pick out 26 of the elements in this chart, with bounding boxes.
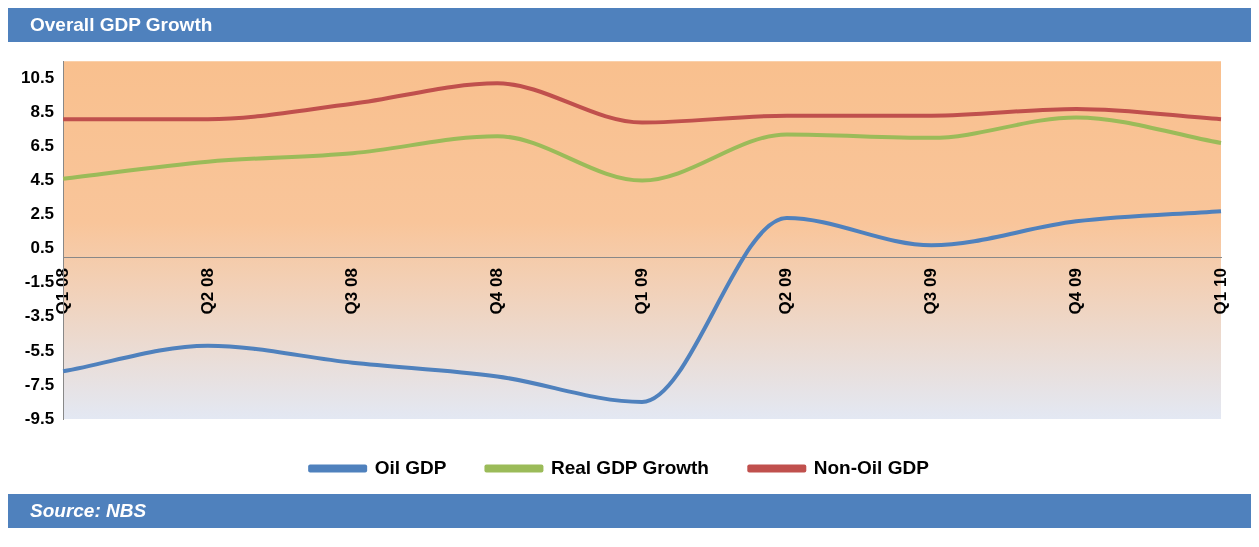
legend-label: Oil GDP [374,456,447,478]
line-series [61,81,1223,125]
y-tick-label: 0.5 [30,238,55,258]
y-tick-label: -5.5 [24,340,55,360]
x-tick-label: Q3 09 [921,268,941,315]
x-tick-label: Q2 09 [776,268,796,315]
y-tick-label: 4.5 [30,170,55,190]
x-tick-label: Q4 08 [486,268,506,315]
y-tick-label: 8.5 [30,102,55,121]
y-tick-label: 6.5 [30,136,55,156]
line-series [61,115,1223,183]
y-tick-label: 2.5 [30,204,55,224]
x-tick-label: Q2 08 [197,268,217,315]
x-tick-label: Q1 09 [631,268,651,315]
y-tick-label: -1.5 [24,272,55,292]
y-tick-label: -9.5 [24,408,55,428]
y-tick-label: -3.5 [24,306,55,326]
legend-label: Real GDP Growth [550,456,709,478]
source-note: Source: NBS [8,494,1251,528]
y-tick-label: 10.5 [20,67,55,87]
legend-label: Non-Oil GDP [813,456,930,478]
x-tick-label: Q1 10 [1210,268,1230,315]
x-tick-label: Q4 09 [1065,268,1085,315]
x-tick-label: Q3 08 [342,268,362,315]
y-tick-label: -7.5 [24,374,55,394]
chart-title: Overall GDP Growth [8,8,1251,42]
